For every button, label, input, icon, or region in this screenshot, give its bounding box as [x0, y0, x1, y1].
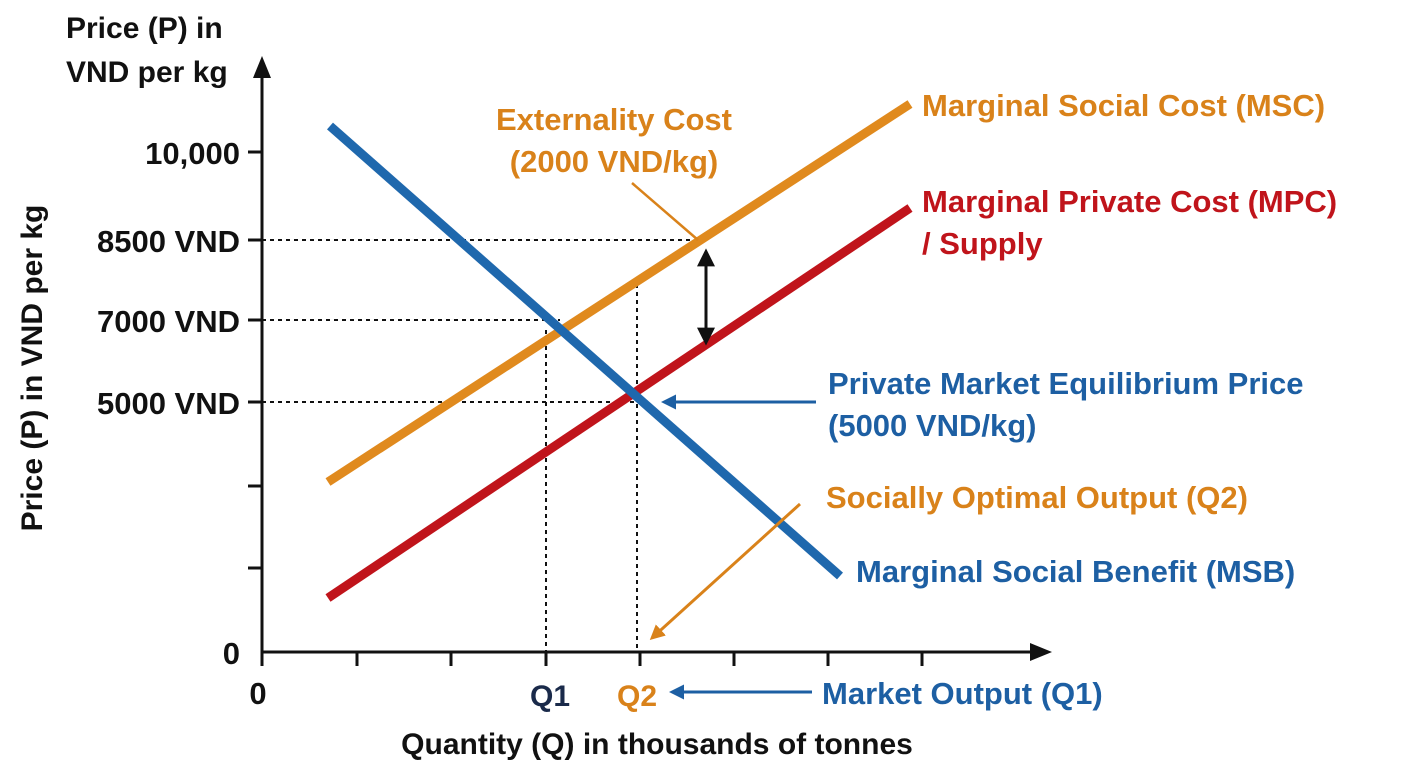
- msb-label: Marginal Social Benefit (MSB): [856, 554, 1295, 589]
- x-axis-title: Quantity (Q) in thousands of tonnes: [401, 728, 913, 761]
- y-tick-8500: 8500 VND: [97, 224, 240, 259]
- mpc-label-2: / Supply: [922, 226, 1043, 261]
- y-tick-10000: 10,000: [145, 136, 240, 171]
- y-tick-5000: 5000 VND: [97, 386, 240, 421]
- x-tick-origin: 0: [249, 676, 266, 711]
- y-axis-arrow-icon: [253, 56, 271, 78]
- msc-label: Marginal Social Cost (MSC): [922, 88, 1325, 123]
- externality-label-2: (2000 VND/kg): [510, 144, 718, 179]
- externality-pointer: [631, 182, 699, 241]
- y-tick-origin: 0: [223, 636, 240, 671]
- guide-lines: [262, 239, 700, 652]
- equilibrium-label-1: Private Market Equilibrium Price: [828, 366, 1304, 401]
- social-optimal-pointer-arrow: [649, 502, 802, 641]
- social-optimal-label: Socially Optimal Output (Q2): [826, 480, 1248, 515]
- x-tick-q1: Q1: [530, 680, 570, 713]
- y-axis-title-side: Price (P) in VND per kg: [16, 205, 49, 532]
- y-axis-title-top-1: Price (P) in: [66, 12, 223, 45]
- mpc-curve: [325, 204, 913, 602]
- msb-curve: [327, 122, 843, 580]
- msc-curve: [325, 100, 913, 486]
- mpc-label-1: Marginal Private Cost (MPC): [922, 184, 1337, 219]
- y-tick-marks: [248, 150, 262, 570]
- y-tick-7000: 7000 VND: [97, 304, 240, 339]
- equilibrium-label-2: (5000 VND/kg): [828, 408, 1036, 443]
- market-output-label: Market Output (Q1): [822, 676, 1103, 711]
- x-tick-q2: Q2: [617, 680, 657, 713]
- externality-label-1: Externality Cost: [496, 102, 732, 137]
- x-axis-arrow-icon: [1030, 643, 1052, 661]
- x-tick-marks: [260, 652, 924, 666]
- y-axis-title-top-2: VND per kg: [66, 56, 228, 89]
